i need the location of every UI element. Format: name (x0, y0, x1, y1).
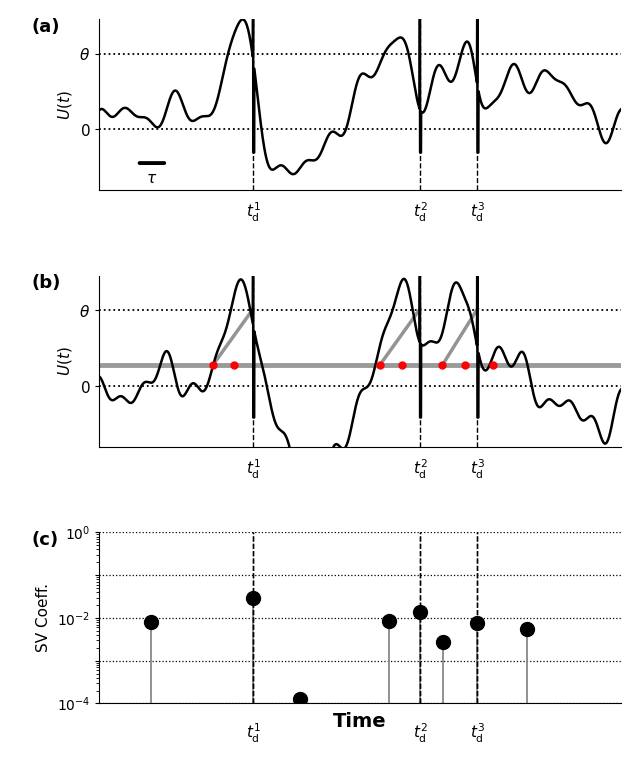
Text: $t_{\mathrm{d}}^{2}$: $t_{\mathrm{d}}^{2}$ (413, 458, 428, 481)
Y-axis label: SV Coeff.: SV Coeff. (36, 584, 51, 652)
Text: $t_{\mathrm{d}}^{2}$: $t_{\mathrm{d}}^{2}$ (413, 201, 428, 224)
Text: $t_{\mathrm{d}}^{1}$: $t_{\mathrm{d}}^{1}$ (246, 458, 260, 481)
Text: (c): (c) (31, 531, 58, 549)
Text: $t_{\mathrm{d}}^{1}$: $t_{\mathrm{d}}^{1}$ (246, 201, 260, 224)
Text: $t_{\mathrm{d}}^{1}$: $t_{\mathrm{d}}^{1}$ (246, 721, 260, 744)
Text: $t_{\mathrm{d}}^{3}$: $t_{\mathrm{d}}^{3}$ (470, 201, 485, 224)
Text: (b): (b) (31, 274, 61, 292)
Text: $t_{\mathrm{d}}^{3}$: $t_{\mathrm{d}}^{3}$ (470, 458, 485, 481)
Text: (a): (a) (31, 18, 60, 36)
Y-axis label: $U(t)$: $U(t)$ (56, 90, 74, 120)
Y-axis label: $U(t)$: $U(t)$ (56, 346, 74, 376)
Text: $t_{\mathrm{d}}^{3}$: $t_{\mathrm{d}}^{3}$ (470, 721, 485, 744)
Text: $t_{\mathrm{d}}^{2}$: $t_{\mathrm{d}}^{2}$ (413, 721, 428, 744)
X-axis label: Time: Time (333, 712, 387, 730)
Text: $\tau$: $\tau$ (147, 172, 157, 186)
